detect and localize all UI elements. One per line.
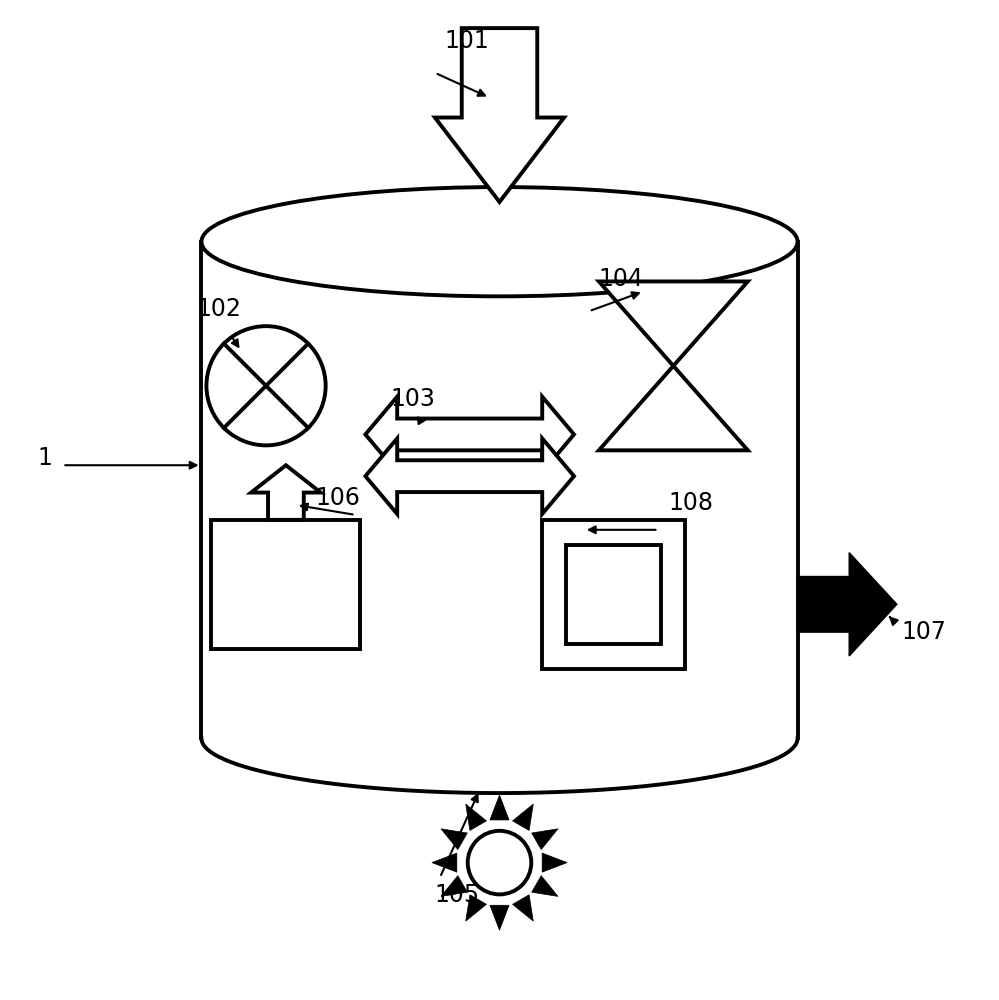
Polygon shape (490, 905, 509, 930)
Text: 102: 102 (197, 297, 242, 321)
Polygon shape (531, 876, 558, 896)
Polygon shape (542, 853, 567, 872)
Polygon shape (251, 465, 321, 520)
Bar (542, 520, 685, 669)
Polygon shape (598, 366, 748, 450)
Circle shape (207, 326, 326, 445)
Text: 104: 104 (598, 267, 643, 291)
Bar (212, 520, 361, 649)
Text: 1: 1 (38, 446, 52, 470)
Ellipse shape (202, 187, 797, 296)
Polygon shape (598, 281, 748, 366)
Circle shape (468, 831, 531, 894)
Text: 101: 101 (445, 29, 490, 53)
Polygon shape (466, 804, 487, 830)
Polygon shape (466, 895, 487, 921)
Bar (566, 545, 661, 644)
Text: 107: 107 (902, 620, 947, 644)
Text: 105: 105 (435, 883, 481, 907)
Polygon shape (512, 804, 533, 830)
Polygon shape (441, 829, 468, 850)
Text: 108: 108 (668, 491, 713, 515)
Text: 103: 103 (391, 387, 436, 411)
Polygon shape (490, 795, 509, 820)
Polygon shape (366, 397, 574, 472)
Polygon shape (366, 438, 574, 514)
Polygon shape (797, 553, 897, 656)
Polygon shape (531, 829, 558, 850)
Polygon shape (432, 853, 457, 872)
Polygon shape (435, 28, 564, 202)
Text: 106: 106 (316, 486, 361, 510)
Polygon shape (512, 895, 533, 921)
Polygon shape (441, 876, 468, 896)
Polygon shape (202, 242, 797, 738)
